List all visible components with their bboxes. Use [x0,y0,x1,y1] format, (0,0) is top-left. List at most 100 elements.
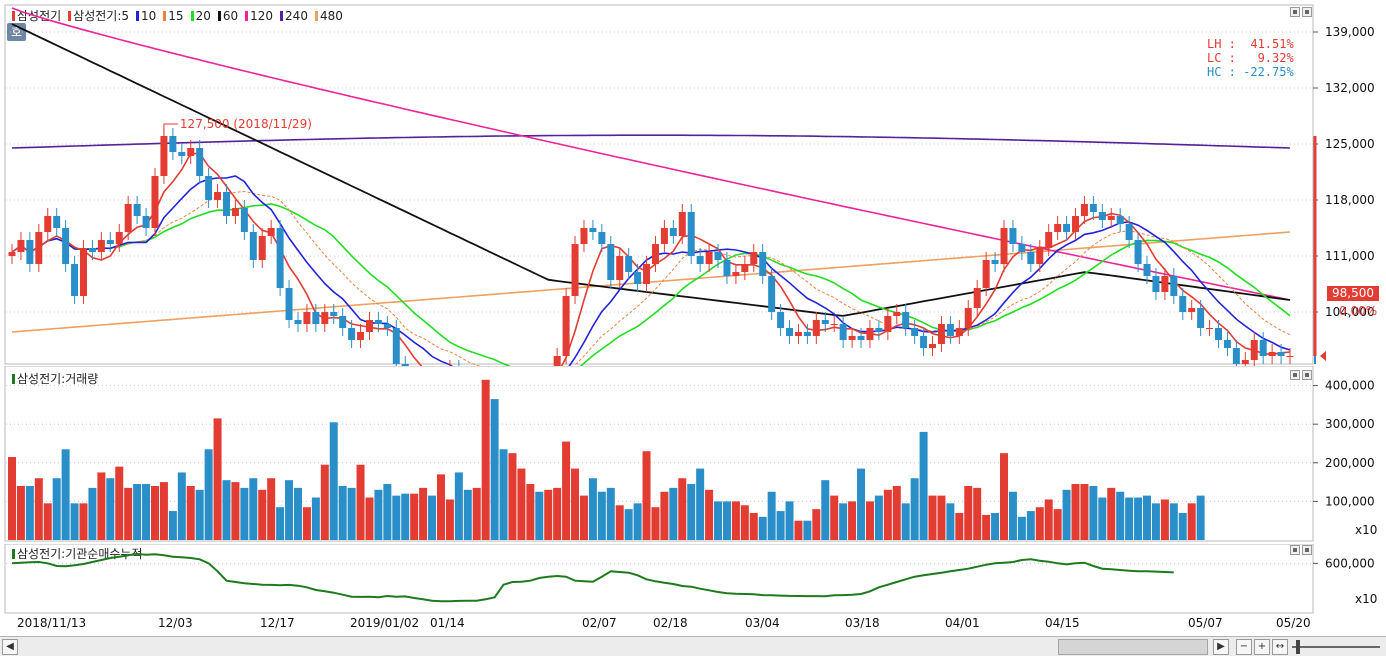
candle-body [312,312,320,324]
volume-bar [195,489,204,540]
volume-bar [1151,503,1160,540]
volume-bar [454,472,463,540]
volume-bar [428,495,437,540]
scroll-left-icon[interactable]: ◀ [2,639,18,655]
volume-bar [267,478,276,540]
ma10-line [11,175,1291,366]
volume-bar [52,478,61,540]
legend-label[interactable]: 480 [319,8,343,23]
legend-label[interactable]: 120 [250,8,274,23]
candle-body [589,228,597,232]
legend-label[interactable]: 삼성전기:5 [73,9,130,23]
legend-label[interactable]: 15 [168,8,184,23]
candle-body [71,264,79,296]
candle-body [1277,352,1285,356]
volume-bar [865,501,874,540]
candle-body [902,312,910,328]
horizontal-scrollbar[interactable]: ◀ ▶ − + ↔ [0,636,1386,656]
candle-body [616,256,624,280]
volume-legend-label: 삼성전기:거래량 [17,372,99,386]
volume-bar [901,503,910,540]
volume-bar [910,478,919,540]
volume-bar [669,487,678,540]
volume-bar [1160,499,1169,540]
volume-bar [749,512,758,540]
volume-bar [642,451,651,540]
ma20-line [11,203,1291,366]
volume-bar [392,495,401,540]
scroll-right-icon[interactable]: ▶ [1213,639,1229,655]
volume-bar [1080,484,1089,540]
volume-bar [472,487,481,540]
volume-pane: 삼성전기:거래량 400,000 300,000 200,000 100,000 x10 [0,366,1386,544]
candle-body [964,308,972,328]
volume-bar [374,489,383,540]
volume-minimize-icon[interactable] [1290,370,1300,380]
inst-pane: 삼성전기:기관순매수누적 600,000 x10 [0,544,1386,614]
volume-bar [311,497,320,540]
candle-body [732,272,740,276]
volume-bar [1026,511,1035,540]
price-tick-label: 111,000 [1325,249,1375,263]
candle-body [1089,204,1097,212]
x-axis-label: 05/20 [1276,616,1311,630]
price-tick-label: 125,000 [1325,137,1375,151]
candle-body [741,264,749,272]
volume-tick-label: 300,000 [1325,417,1375,431]
volume-tick-label: 200,000 [1325,456,1375,470]
ma120-line [11,7,1291,301]
hc-info: HC : -22.75% [1207,65,1294,79]
candle-body [929,344,937,348]
volume-bar [857,468,866,540]
fit-icon[interactable]: ↔ [1272,639,1288,655]
candle-body [1286,356,1294,357]
candle-body [955,328,963,336]
legend-label[interactable]: 20 [195,8,211,23]
legend-label[interactable]: 240 [285,8,308,23]
candle-body [1250,340,1258,360]
legend-label[interactable]: 60 [222,8,239,23]
inst-minimize-icon[interactable] [1290,545,1300,555]
scroll-thumb[interactable] [1058,639,1208,655]
volume-bar [231,482,240,540]
current-change-label: 0.00% [1339,304,1378,318]
candle-body [357,332,365,340]
candle-body [643,264,651,284]
volume-bar [714,501,723,540]
volume-bar [258,489,267,540]
pane-minimize-icon[interactable] [1290,7,1300,17]
candle-body [214,192,222,200]
candle-body [276,228,284,288]
x-axis-label: 01/14 [430,616,465,630]
volume-bar [213,418,222,540]
candle-body [1215,328,1223,340]
legend-label[interactable]: 10 [141,8,157,23]
candle-body [330,312,338,316]
volume-bar [508,453,517,540]
pane-maximize-icon[interactable] [1302,7,1312,17]
volume-bar [240,487,249,540]
zoom-in-icon[interactable]: + [1254,639,1270,655]
price-frame [4,4,1314,365]
legend-label[interactable]: 삼성전기 [17,9,62,23]
candle-body [821,320,829,324]
candle-body [249,232,257,260]
inst-maximize-icon[interactable] [1302,545,1312,555]
volume-bar [874,495,883,540]
volume-maximize-icon[interactable] [1302,370,1312,380]
volume-bar [177,472,186,540]
volume-bar [526,484,535,540]
zoom-slider-handle[interactable] [1296,640,1300,654]
candle-body [142,216,150,228]
volume-bar [794,520,803,540]
candle-body [365,320,373,332]
volume-bar [285,480,294,540]
candle-body [803,332,811,336]
price-chart: 139,000 132,000 125,000 118,000 111,000 104,0… [4,4,1375,366]
candle-body [79,248,87,296]
candle-body [893,312,901,316]
volume-bar [347,487,356,540]
zoom-out-icon[interactable]: − [1236,639,1252,655]
zoom-slider[interactable] [1292,646,1380,648]
candle-body [562,296,570,356]
